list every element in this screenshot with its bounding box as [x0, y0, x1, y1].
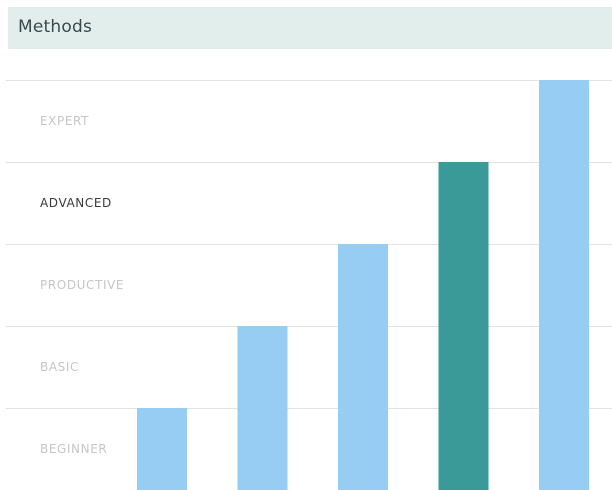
level-label-expert: EXPERT: [40, 114, 89, 128]
bar-3: [338, 244, 388, 490]
section-title: Methods: [18, 17, 93, 37]
bar-4: [438, 162, 489, 490]
bar-1: [137, 408, 187, 490]
level-label-advanced: ADVANCED: [40, 196, 112, 210]
bar-2: [237, 326, 288, 490]
level-label-beginner: BEGINNER: [40, 442, 107, 456]
level-label-basic: BASIC: [40, 360, 79, 374]
level-label-productive: PRODUCTIVE: [40, 278, 124, 292]
bar-5: [539, 80, 589, 490]
section-header: Methods: [8, 7, 612, 49]
